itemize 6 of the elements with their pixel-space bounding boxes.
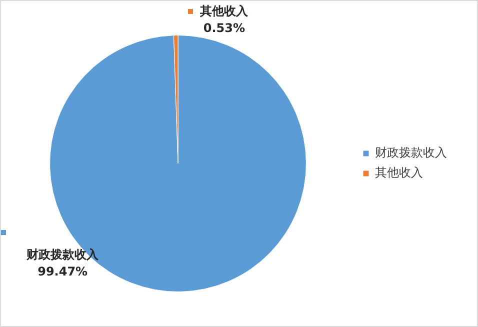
category-label: 其他收入 [375,166,423,180]
data-label: 99.47% [38,264,88,279]
legend-label: 其他收入 [199,4,250,18]
slice-label: 财政拨款收入 [26,248,100,262]
legend-label: 财政拨款收入 [375,146,447,160]
data-label: 0.53% [203,20,245,35]
